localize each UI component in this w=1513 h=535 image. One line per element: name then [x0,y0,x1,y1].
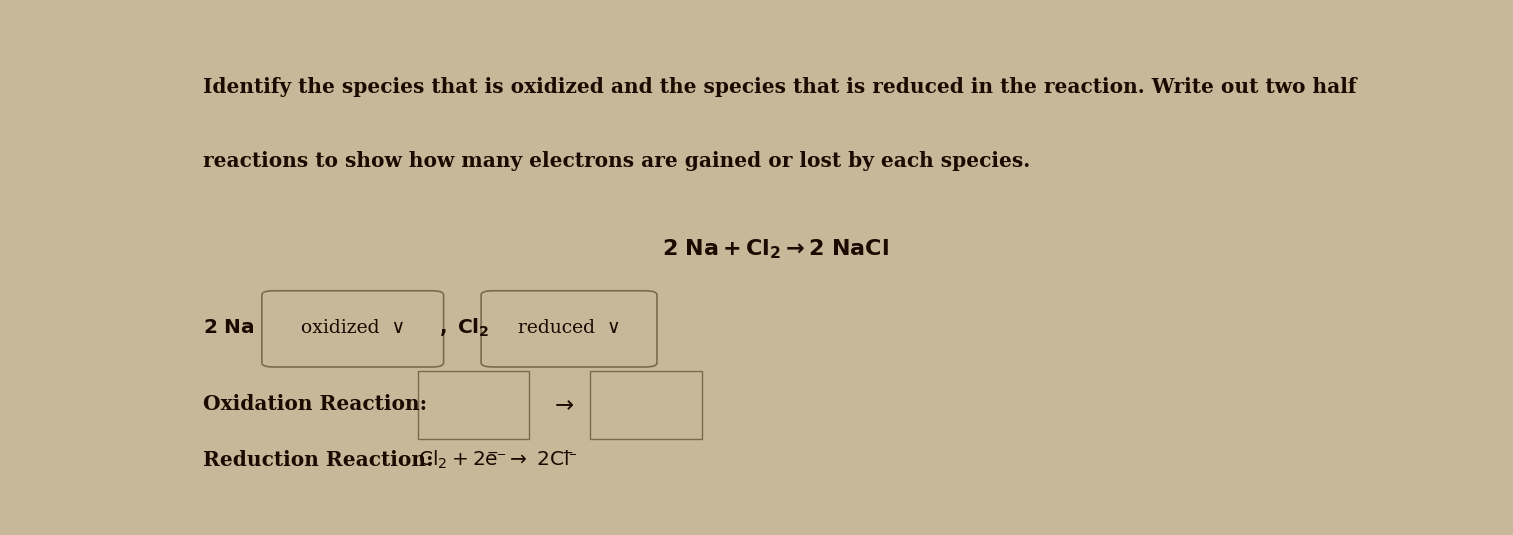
FancyBboxPatch shape [481,291,657,367]
Text: $\mathbf{2\ Na}$: $\mathbf{2\ Na}$ [203,318,254,338]
FancyBboxPatch shape [590,371,702,439]
Text: Oxidation Reaction:: Oxidation Reaction: [203,394,427,414]
Text: Identify the species that is oxidized and the species that is reduced in the rea: Identify the species that is oxidized an… [203,77,1357,96]
Text: oxidized  ∨: oxidized ∨ [301,319,405,337]
Text: Reduction Reaction:: Reduction Reaction: [203,450,434,470]
Text: $\rightarrow$: $\rightarrow$ [551,393,575,415]
FancyBboxPatch shape [418,371,530,439]
Text: $\mathrm{Cl_2+2e^{\overline{\ }}\!\!\!\!\!{}^{-}\ \rightarrow\ 2Cl^{\overline{\ : $\mathrm{Cl_2+2e^{\overline{\ }}\!\!\!\!… [418,448,575,471]
Text: $\mathbf{2\ Na + Cl_2 \rightarrow 2\ NaCl}$: $\mathbf{2\ Na + Cl_2 \rightarrow 2\ NaC… [661,238,890,262]
Text: reduced  ∨: reduced ∨ [517,319,620,337]
FancyBboxPatch shape [262,291,443,367]
Text: $\mathbf{,\ Cl_2}$: $\mathbf{,\ Cl_2}$ [439,317,490,339]
Text: reactions to show how many electrons are gained or lost by each species.: reactions to show how many electrons are… [203,151,1030,171]
